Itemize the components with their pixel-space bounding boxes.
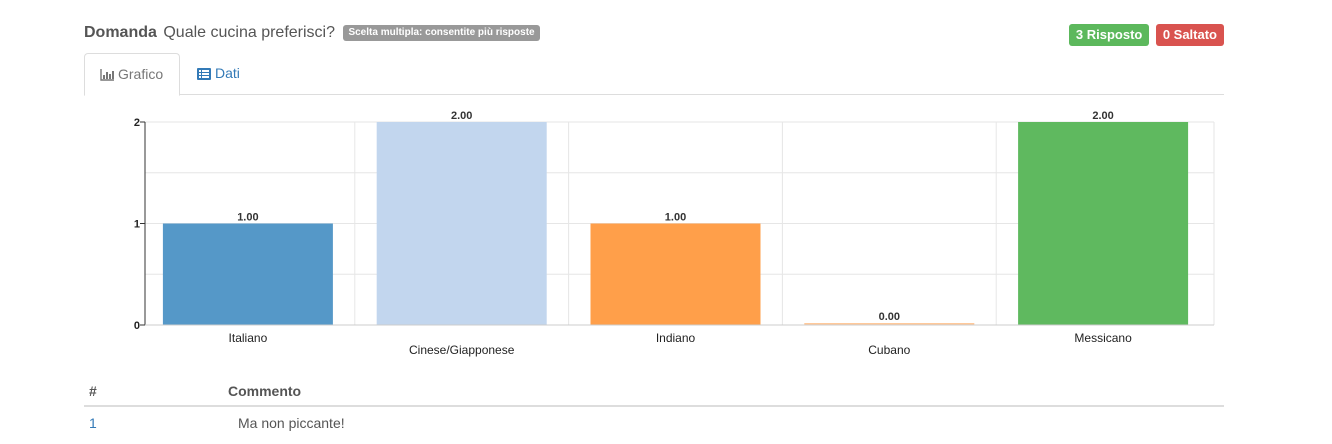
bar [1018,122,1189,325]
comments-table-header: # Commento [84,380,1224,407]
x-tick-label: Indiano [656,331,696,345]
row-comment: Ma non piccante! [238,415,345,431]
bar-value-label: 2.00 [451,110,472,122]
bar [162,223,333,325]
question-type-badge: Scelta multipla: consentite più risposte [343,25,540,41]
answered-badge: 3 Risposto [1068,24,1150,46]
list-icon [197,68,211,80]
question-header: Domanda Quale cucina preferisci? Scelta … [84,24,1224,46]
table-row: 1 Ma non piccante! [84,407,1224,437]
bar-chart: 1.00 Italiano 2.00 Cinese/Giapponese 1.00 Ind… [134,110,1215,357]
y-tick-label: 1 [134,219,140,231]
question-text: Quale cucina preferisci? [163,24,335,41]
column-header-comment: Commento [228,383,302,399]
bar [376,122,547,325]
tab-dati[interactable]: Dati [182,53,255,95]
question-label: Domanda [84,24,157,41]
y-tick-label: 0 [134,320,140,332]
view-tabs: Grafico Dati [84,53,1224,96]
column-header-number: # [89,383,97,399]
bar-value-label: 1.00 [665,212,686,224]
x-tick-label: Cinese/Giapponese [409,343,515,357]
tab-grafico[interactable]: Grafico [84,53,180,96]
bar-chart-icon [100,69,114,81]
tab-grafico-label: Grafico [118,66,164,82]
bar [590,223,761,325]
row-number-link[interactable]: 1 [89,415,97,431]
x-tick-label: Cubano [868,343,910,357]
x-tick-label: Italiano [229,331,268,345]
bar-value-label: 2.00 [1092,110,1113,122]
y-tick-label: 2 [134,117,140,129]
skipped-badge: 0 Saltato [1155,24,1224,46]
bar-value-label: 0.00 [879,311,900,323]
tab-dati-label: Dati [215,65,240,81]
status-badges: 3 Risposto 0 Saltato [1067,24,1224,46]
x-tick-label: Messicano [1074,331,1132,345]
bar [804,323,975,325]
bar-value-label: 1.00 [237,212,258,224]
